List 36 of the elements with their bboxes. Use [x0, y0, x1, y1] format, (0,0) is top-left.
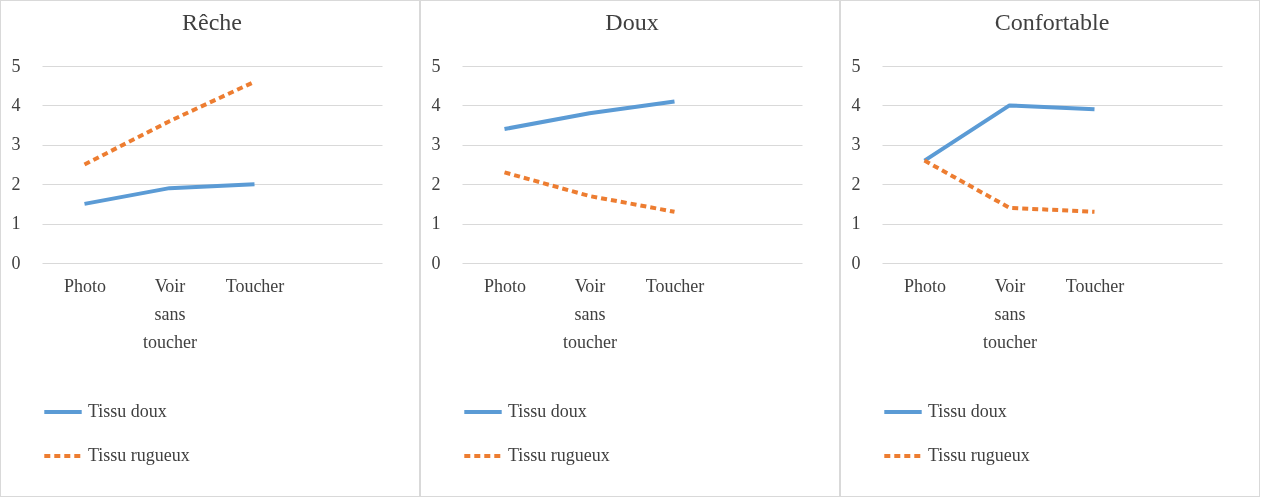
chart-title: Doux — [605, 9, 659, 35]
x-tick-label: Toucher — [645, 275, 705, 296]
y-tick-label: 2 — [11, 173, 21, 194]
y-tick-label: 4 — [851, 94, 861, 115]
legend-label: Tissu rugueux — [928, 445, 1030, 465]
y-tick-label: 5 — [431, 55, 441, 76]
legend-label: Tissu rugueux — [508, 445, 610, 465]
x-tick-label: Photo — [63, 275, 107, 296]
legend-label: Tissu doux — [88, 401, 167, 421]
y-tick-label: 1 — [851, 213, 861, 234]
y-tick-label: 5 — [851, 55, 861, 76]
y-tick-label: 0 — [431, 252, 441, 273]
chart-title: Rêche — [182, 9, 242, 35]
legend-label: Tissu doux — [928, 401, 1007, 421]
x-tick-label: Photo — [903, 275, 947, 296]
y-tick-label: 5 — [11, 55, 21, 76]
y-tick-label: 3 — [851, 134, 861, 155]
y-tick-label: 4 — [11, 94, 21, 115]
y-tick-label: 2 — [851, 173, 861, 194]
legend-label: Tissu rugueux — [88, 445, 190, 465]
x-tick-label: Toucher — [225, 275, 285, 296]
y-tick-label: 1 — [11, 213, 21, 234]
y-tick-label: 3 — [11, 134, 21, 155]
x-tick-label: Voir sans toucher — [563, 275, 617, 352]
x-tick-label: Photo — [483, 275, 527, 296]
y-tick-label: 0 — [11, 252, 21, 273]
x-tick-label: Voir sans toucher — [983, 275, 1037, 352]
legend-label: Tissu doux — [508, 401, 587, 421]
y-tick-label: 3 — [431, 134, 441, 155]
chart-title: Confortable — [994, 9, 1110, 35]
y-tick-label: 2 — [431, 173, 441, 194]
x-tick-label: Toucher — [1065, 275, 1125, 296]
y-tick-label: 4 — [431, 94, 441, 115]
y-tick-label: 0 — [851, 252, 861, 273]
y-tick-label: 1 — [431, 213, 441, 234]
x-tick-label: Voir sans toucher — [143, 275, 197, 352]
